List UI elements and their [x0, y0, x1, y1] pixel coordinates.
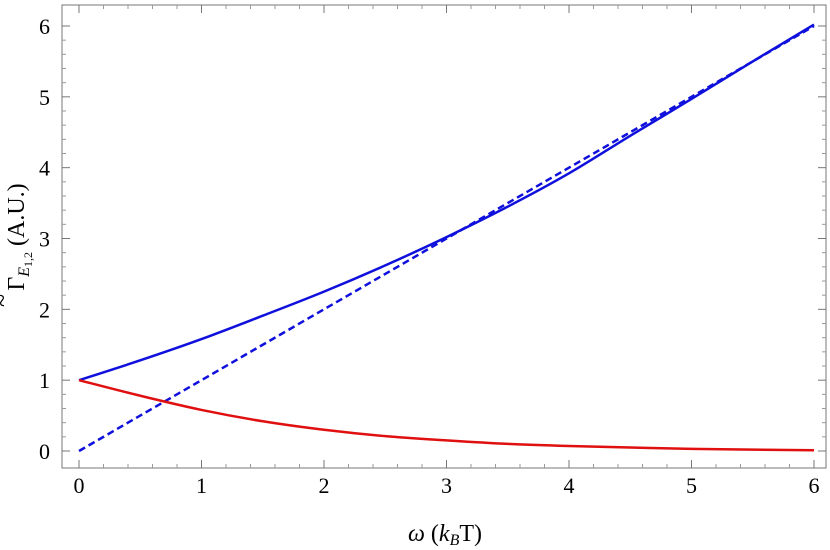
y-tick-label: 5 [39, 85, 50, 110]
y-axis-label: ΓE1,2 (A.U.) ~ [0, 183, 35, 307]
y-tick-label: 0 [39, 439, 50, 464]
series-line-blue-dashed [78, 24, 815, 453]
x-tick-label: 6 [809, 473, 820, 498]
y-tick-label: 2 [39, 297, 50, 322]
y-tick-label: 4 [39, 156, 50, 181]
x-tick-label: 5 [686, 473, 697, 498]
plot-frame [61, 4, 827, 469]
x-tick-label: 2 [319, 473, 330, 498]
series-line-red-solid [78, 378, 815, 452]
x-tick-label: 0 [74, 473, 85, 498]
x-tick-label: 1 [196, 473, 207, 498]
x-tick-label: 4 [564, 473, 575, 498]
y-tick-label: 3 [39, 227, 50, 252]
y-tick-label: 1 [39, 368, 50, 393]
tick-labels: 0 1 2 3 4 5 6 0 1 2 3 4 5 6 [39, 14, 820, 498]
series-line-blue-solid [78, 23, 815, 382]
tick-marks [62, 5, 826, 468]
svg-text:~: ~ [0, 294, 16, 307]
svg-text:ΓE1,2 (A.U.): ΓE1,2 (A.U.) [4, 183, 35, 290]
x-axis-label: ω (kBT) [408, 521, 482, 549]
x-tick-label: 3 [441, 473, 452, 498]
y-tick-label: 6 [39, 14, 50, 39]
series-lines [78, 23, 815, 453]
